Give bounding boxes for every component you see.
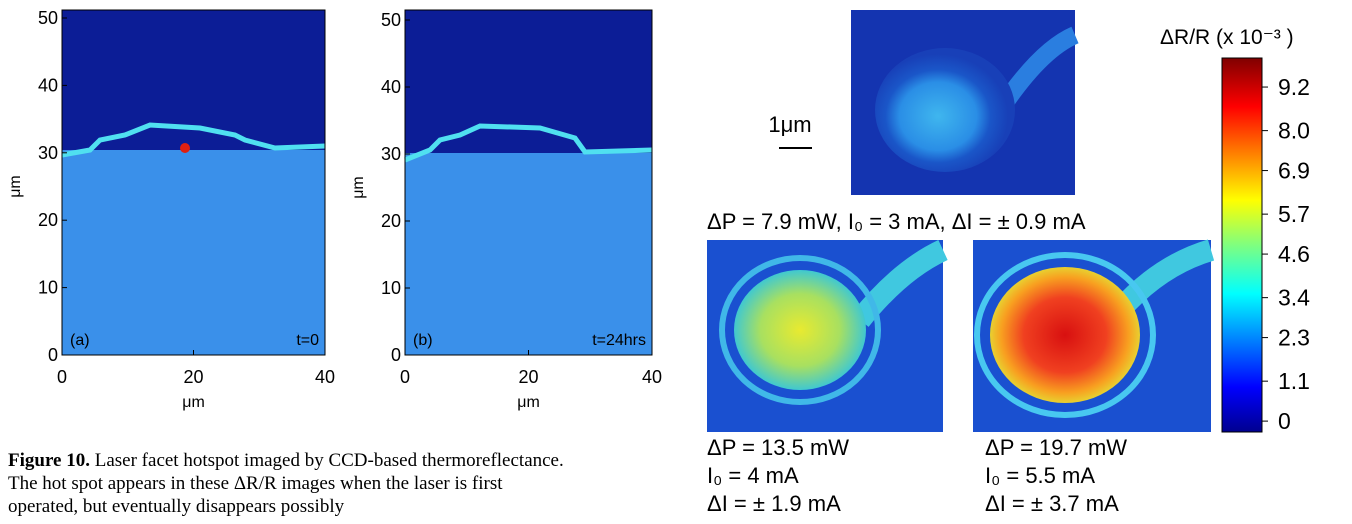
colorbar-tick-label: 9.2 <box>1278 74 1310 100</box>
blob <box>734 270 866 390</box>
y-tick-label: 10 <box>381 278 401 298</box>
y-axis-label: μm <box>350 176 367 199</box>
boundary <box>404 123 653 163</box>
ring <box>719 255 881 405</box>
condition: ΔI = ± 1.9 mA <box>707 491 841 516</box>
hotspot <box>180 143 190 153</box>
colorbar-tick-label: 2.3 <box>1278 325 1310 351</box>
x-tick-label: 20 <box>183 367 203 387</box>
colorbar-title: ΔR/R (x 10⁻³ ) <box>1160 26 1294 49</box>
x-tick-label: 40 <box>315 367 335 387</box>
condition: ΔP = 19.7 mW <box>985 435 1127 460</box>
y-tick-label: 40 <box>381 77 401 97</box>
panel-label: (a) <box>70 332 90 349</box>
caption-text: Laser facet hotspot imaged by CCD-based … <box>8 450 564 517</box>
colorbar-tick-label: 0 <box>1278 408 1291 434</box>
caption: Figure 10. Laser facet hotspot imaged by… <box>8 449 568 518</box>
ring <box>974 252 1156 418</box>
y-tick-label: 50 <box>38 8 58 28</box>
top-caption: ΔP = 7.9 mW, I₀ = 3 mA, ΔI = ± 0.9 mA <box>707 209 1086 234</box>
y-tick-label: 30 <box>38 143 58 163</box>
y-tick-label: 40 <box>38 75 58 95</box>
y-tick-label: 20 <box>38 210 58 230</box>
heatmap-top <box>405 10 652 153</box>
colorbar <box>1221 57 1263 433</box>
colorbar-tick-label: 1.1 <box>1278 368 1310 394</box>
panel-label: (b) <box>413 332 433 349</box>
colorbar-tick-label: 5.7 <box>1278 201 1310 227</box>
wire <box>851 240 948 327</box>
time-label: t=24hrs <box>592 332 646 349</box>
x-tick-label: 40 <box>642 367 662 387</box>
condition: ΔP = 13.5 mW <box>707 435 849 460</box>
y-tick-label: 0 <box>391 345 401 365</box>
y-tick-label: 0 <box>48 345 58 365</box>
condition: I₀ = 4 mA <box>707 463 799 488</box>
colorbar-tick-label: 4.6 <box>1278 241 1310 267</box>
y-tick-label: 10 <box>38 278 58 298</box>
time-label: t=0 <box>296 332 319 349</box>
scale-bar-label: 1μm <box>768 112 811 137</box>
x-axis-label: μm <box>517 394 540 411</box>
blob <box>875 48 1015 172</box>
condition: I₀ = 5.5 mA <box>985 463 1095 488</box>
y-tick-label: 50 <box>381 10 401 30</box>
blob <box>990 267 1140 403</box>
boundary <box>61 122 326 158</box>
y-tick-label: 30 <box>381 144 401 164</box>
y-tick-label: 20 <box>381 211 401 231</box>
colorbar-tick-label: 3.4 <box>1278 285 1310 311</box>
x-tick-label: 0 <box>400 367 410 387</box>
y-axis-label: μm <box>7 175 24 198</box>
condition: ΔI = ± 3.7 mA <box>985 491 1119 516</box>
colorbar-tick-label: 6.9 <box>1278 158 1310 184</box>
x-tick-label: 20 <box>518 367 538 387</box>
x-axis-label: μm <box>182 394 205 411</box>
colorbar-tick-label: 8.0 <box>1278 118 1310 144</box>
x-tick-label: 0 <box>57 367 67 387</box>
caption-label: Figure 10. <box>8 450 90 471</box>
